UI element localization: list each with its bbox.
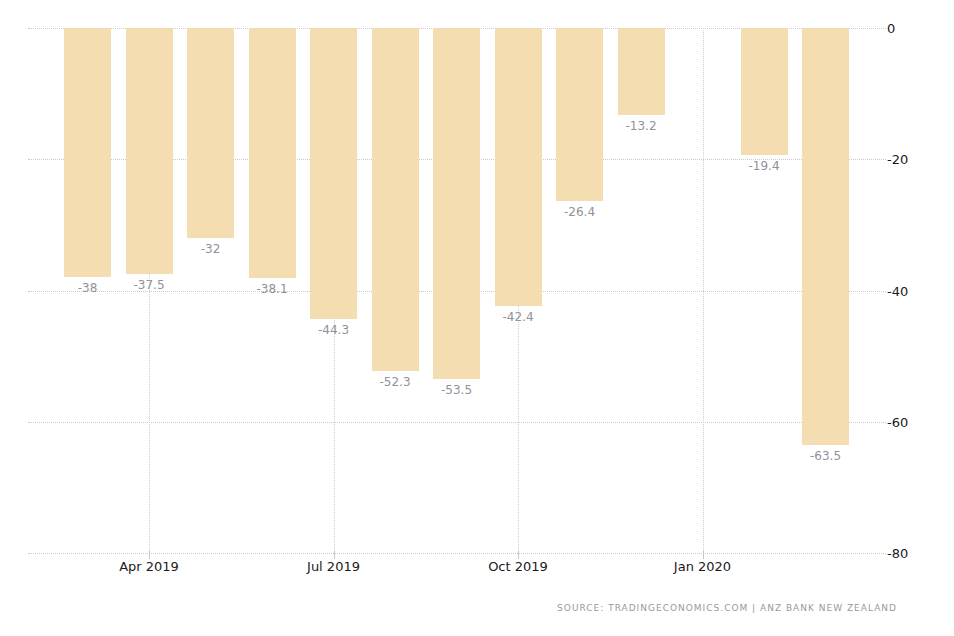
x-tick-mark	[518, 551, 519, 559]
bar[interactable]	[741, 28, 788, 155]
x-tick-label: Jan 2020	[655, 559, 751, 574]
bar[interactable]	[187, 28, 234, 238]
y-tick-label: -80	[887, 546, 908, 561]
bar[interactable]	[64, 28, 111, 277]
bar-value-label: -19.4	[732, 159, 796, 173]
x-tick-mark	[334, 551, 335, 559]
bar[interactable]	[556, 28, 603, 201]
bar[interactable]	[372, 28, 419, 371]
bar-value-label: -44.3	[302, 323, 366, 337]
bar[interactable]	[495, 28, 542, 306]
bar[interactable]	[310, 28, 357, 319]
x-tick-label: Jul 2019	[286, 559, 382, 574]
bar-value-label: -32	[179, 242, 243, 256]
plot-area: -38-37.5 -32 -38.1 -44.3 -52.3-53.5 -42.4 -26.…	[28, 28, 886, 553]
gridline-vertical	[703, 28, 704, 553]
business-confidence-bar-chart: -38-37.5 -32 -38.1 -44.3 -52.3-53.5 -42.4 -26.…	[0, 0, 954, 636]
bar-value-label: -52.3	[363, 375, 427, 389]
bar[interactable]	[249, 28, 296, 278]
bar-value-label: -53.5	[425, 383, 489, 397]
bar-value-label: -13.2	[609, 119, 673, 133]
y-tick-label: 0	[887, 21, 895, 36]
bar-value-label: -38.1	[240, 282, 304, 296]
bar[interactable]	[618, 28, 665, 115]
bar[interactable]	[126, 28, 173, 274]
x-tick-mark	[149, 551, 150, 559]
bar-value-label: -63.5	[794, 449, 858, 463]
x-tick-label: Apr 2019	[101, 559, 197, 574]
gridline-horizontal	[28, 422, 886, 423]
bar-value-label: -38	[56, 281, 120, 295]
bar-value-label: -37.5	[117, 278, 181, 292]
x-tick-mark	[703, 551, 704, 559]
bar[interactable]	[802, 28, 849, 445]
bar-value-label: -26.4	[548, 205, 612, 219]
y-tick-label: -60	[887, 415, 908, 430]
y-tick-label: -20	[887, 153, 908, 168]
x-tick-label: Oct 2019	[470, 559, 566, 574]
y-tick-label: -40	[887, 284, 908, 299]
bar-value-label: -42.4	[486, 310, 550, 324]
bar[interactable]	[433, 28, 480, 379]
gridline-horizontal	[28, 553, 886, 554]
source-credit: SOURCE: TRADINGECONOMICS.COM | ANZ BANK …	[557, 603, 897, 613]
